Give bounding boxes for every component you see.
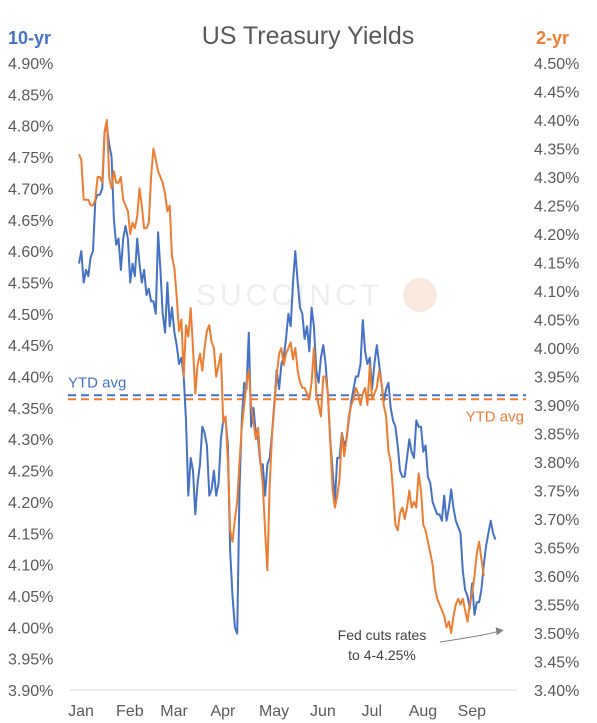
x-tick-label: Apr [210, 703, 236, 720]
annotation-leader [439, 630, 499, 643]
left-axis-ticks: 4.90% 4.85% 4.80% 4.75% 4.70% 4.65% 4.60% 4.55%… [8, 56, 53, 700]
right-axis-title: 2-yr [536, 28, 569, 48]
watermark-text: SUCCINCT [196, 279, 383, 312]
left-tick-label: 4.15% [8, 526, 53, 543]
right-tick-label: 3.60% [534, 569, 579, 586]
x-tick-label: Sep [458, 703, 487, 720]
left-tick-label: 4.50% [8, 307, 53, 324]
right-tick-label: 3.75% [534, 484, 579, 501]
left-tick-label: 3.90% [8, 683, 53, 700]
left-tick-label: 4.20% [8, 495, 53, 512]
ytd-average-lines: YTD avg YTD avg [68, 374, 526, 425]
left-tick-label: 4.10% [8, 558, 53, 575]
right-tick-label: 4.10% [534, 284, 579, 301]
fed-cut-annotation: Fed cuts rates to 4-4.25% [338, 627, 504, 663]
left-tick-label: 4.45% [8, 338, 53, 355]
left-tick-label: 3.95% [8, 652, 53, 669]
x-axis-ticks: Jan Feb Mar Apr May Jun Jul Aug Sep [68, 703, 486, 720]
right-tick-label: 3.45% [534, 655, 579, 672]
right-tick-label: 3.55% [534, 598, 579, 615]
right-axis-ticks: 4.50% 4.45% 4.40% 4.35% 4.30% 4.25% 4.20% 4.15%… [534, 56, 579, 700]
right-tick-label: 4.00% [534, 341, 579, 358]
left-tick-label: 4.35% [8, 401, 53, 418]
right-tick-label: 4.05% [534, 313, 579, 330]
left-tick-label: 4.65% [8, 213, 53, 230]
left-tick-label: 4.00% [8, 620, 53, 637]
right-tick-label: 3.70% [534, 512, 579, 529]
left-tick-label: 4.30% [8, 432, 53, 449]
left-tick-label: 4.90% [8, 56, 53, 73]
x-tick-label: Jan [68, 703, 94, 720]
annotation-text: Fed cuts rates [338, 627, 427, 643]
watermark: SUCCINCT [196, 278, 437, 312]
ytd-avg-label-right: YTD avg [466, 408, 524, 425]
right-tick-label: 4.15% [534, 256, 579, 273]
annotation-text: to 4-4.25% [348, 647, 416, 663]
right-tick-label: 3.95% [534, 370, 579, 387]
annotation-arrowhead [495, 627, 504, 636]
x-tick-label: Mar [160, 703, 188, 720]
chart-title: US Treasury Yields [202, 22, 415, 50]
left-tick-label: 4.80% [8, 119, 53, 136]
left-tick-label: 4.55% [8, 275, 53, 292]
x-tick-label: Feb [116, 703, 144, 720]
right-tick-label: 3.40% [534, 683, 579, 700]
watermark-logo-icon [403, 278, 437, 312]
left-axis-title: 10-yr [8, 28, 51, 48]
x-tick-label: May [259, 703, 289, 720]
left-tick-label: 4.85% [8, 87, 53, 104]
right-tick-label: 3.65% [534, 541, 579, 558]
left-tick-label: 4.40% [8, 370, 53, 387]
right-tick-label: 3.90% [534, 398, 579, 415]
x-tick-label: Aug [409, 703, 437, 720]
right-tick-label: 3.80% [534, 455, 579, 472]
right-tick-label: 4.45% [534, 85, 579, 102]
left-tick-label: 4.05% [8, 589, 53, 606]
right-tick-label: 4.20% [534, 227, 579, 244]
right-tick-label: 4.25% [534, 199, 579, 216]
right-tick-label: 4.40% [534, 113, 579, 130]
series-lines [78, 119, 497, 635]
right-tick-label: 3.50% [534, 626, 579, 643]
right-tick-label: 4.30% [534, 170, 579, 187]
right-tick-label: 4.50% [534, 56, 579, 73]
ytd-avg-label-left: YTD avg [68, 374, 126, 391]
x-tick-label: Jun [310, 703, 336, 720]
left-tick-label: 4.60% [8, 244, 53, 261]
right-tick-label: 4.35% [534, 142, 579, 159]
left-tick-label: 4.25% [8, 464, 53, 481]
left-tick-label: 4.70% [8, 181, 53, 198]
series-line-2yr [78, 119, 485, 634]
right-tick-label: 3.85% [534, 427, 579, 444]
left-tick-label: 4.75% [8, 150, 53, 167]
x-tick-label: Jul [362, 703, 382, 720]
series-line-10yr [78, 124, 497, 635]
